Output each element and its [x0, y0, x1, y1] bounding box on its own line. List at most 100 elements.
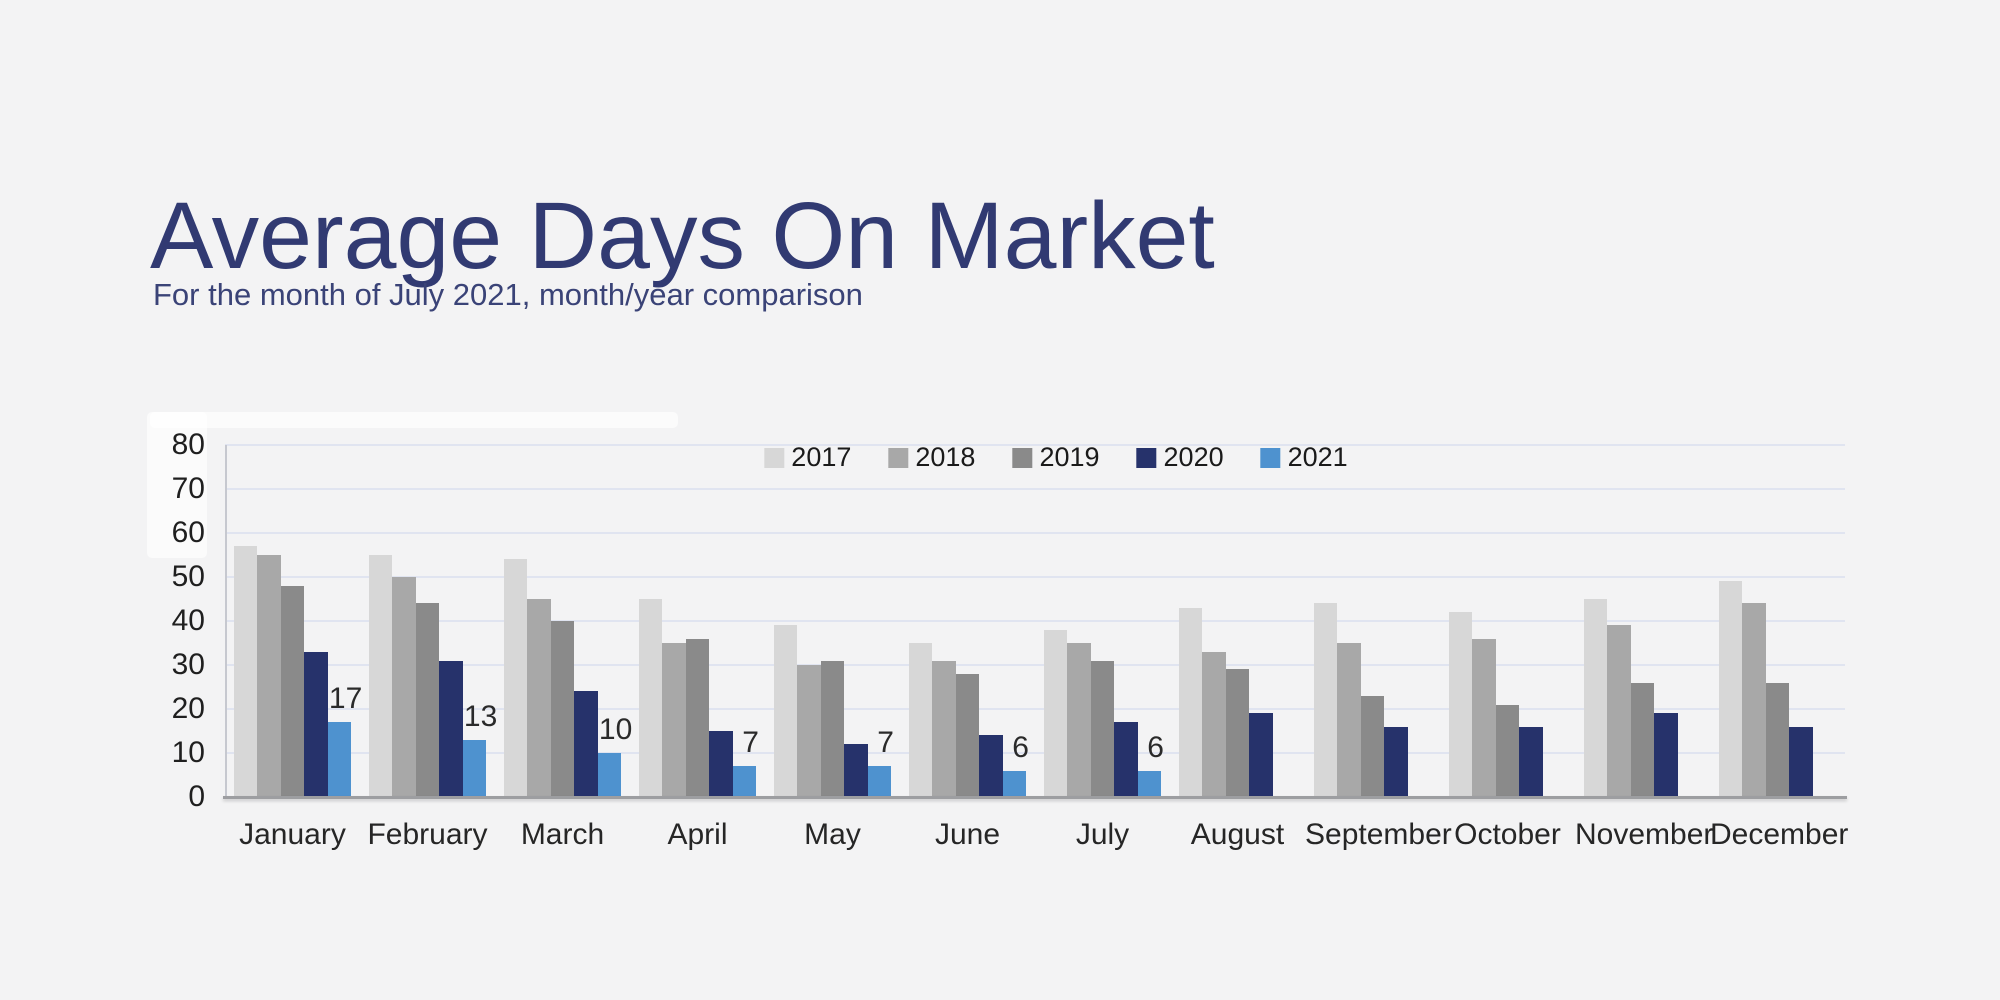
bar-june-2018 [932, 660, 956, 797]
bar-november-2017 [1584, 599, 1608, 797]
bar-february-2017 [369, 555, 393, 797]
highlight-watermark-vertical [147, 412, 207, 558]
legend-swatch-2018 [888, 447, 909, 468]
bar-september-2020 [1384, 726, 1408, 797]
page-title: Average Days On Market [150, 182, 1215, 289]
bar-november-2018 [1607, 625, 1631, 797]
bar-march-2018 [527, 599, 551, 797]
x-label-february: February [367, 818, 488, 851]
bar-july-2020 [1114, 722, 1138, 797]
legend-item-2021: 2021 [1260, 442, 1348, 473]
bar-november-2020 [1654, 713, 1678, 797]
gridline-40 [225, 620, 1845, 622]
y-tick-40: 40 [171, 604, 205, 637]
legend-swatch-2019 [1012, 447, 1033, 468]
bar-march-2020 [574, 691, 598, 797]
bar-july-2019 [1090, 660, 1115, 797]
legend-label-2018: 2018 [915, 442, 976, 472]
bar-may-2021 [867, 766, 891, 797]
gridline-60 [225, 532, 1845, 534]
bar-may-2017 [774, 625, 798, 797]
bar-march-2019 [550, 621, 575, 797]
bar-december-2019 [1765, 682, 1790, 797]
bar-october-2018 [1472, 638, 1496, 797]
bar-december-2017 [1719, 581, 1743, 797]
value-label-june-2021: 6 [1012, 730, 1029, 764]
gridline-50 [225, 576, 1845, 578]
gridline-30 [225, 664, 1845, 666]
bar-february-2019 [415, 603, 440, 797]
bar-september-2017 [1314, 603, 1338, 797]
bar-october-2020 [1519, 726, 1543, 797]
bar-february-2021 [462, 739, 486, 797]
bar-january-2017 [234, 546, 258, 797]
y-tick-70: 70 [171, 472, 205, 505]
bar-group-may: 7 [765, 445, 900, 797]
x-label-december: December [1710, 818, 1849, 851]
x-axis-line [223, 796, 1847, 799]
bar-june-2019 [955, 673, 980, 797]
bar-october-2017 [1449, 612, 1473, 797]
value-label-january-2021: 17 [328, 682, 363, 716]
bar-group-october [1440, 445, 1575, 797]
y-tick-0: 0 [188, 780, 205, 813]
legend-swatch-2020 [1136, 447, 1157, 468]
chart-legend: 2017 2018 2019 2020 2021 [764, 442, 1348, 473]
legend-item-2018: 2018 [888, 442, 975, 473]
bar-group-february: 13 [360, 445, 497, 797]
bar-january-2018 [257, 555, 281, 797]
y-tick-10: 10 [171, 736, 205, 769]
bar-march-2021 [597, 753, 621, 797]
bar-april-2019 [685, 638, 710, 797]
bar-july-2017 [1044, 629, 1068, 797]
bar-december-2018 [1742, 603, 1766, 797]
bar-march-2017 [504, 559, 528, 797]
bar-december-2020 [1789, 726, 1813, 797]
gridline-20 [225, 708, 1845, 710]
bar-group-march: 10 [495, 445, 632, 797]
x-label-june: June [934, 818, 1001, 851]
x-label-august: August [1190, 818, 1285, 851]
legend-item-2019: 2019 [1012, 442, 1100, 473]
bar-group-september [1305, 445, 1440, 797]
bar-april-2017 [639, 599, 663, 797]
highlight-watermark-horizontal [150, 412, 678, 428]
value-label-may-2021: 7 [877, 726, 894, 760]
x-label-april: April [667, 818, 728, 851]
bar-may-2020 [844, 744, 868, 797]
bar-june-2021 [1002, 770, 1026, 797]
bar-june-2020 [979, 735, 1003, 797]
legend-label-2019: 2019 [1039, 442, 1100, 472]
bar-august-2018 [1202, 651, 1226, 797]
bar-group-june: 6 [900, 445, 1035, 797]
bar-february-2020 [439, 660, 463, 797]
x-label-january: January [239, 818, 346, 851]
x-label-september: September [1305, 818, 1452, 851]
legend-item-2017: 2017 [764, 442, 851, 473]
y-tick-50: 50 [171, 560, 205, 593]
bar-group-july: 6 [1035, 445, 1170, 797]
bar-january-2021 [327, 722, 351, 797]
x-label-may: May [804, 818, 861, 851]
legend-label-2021: 2021 [1287, 442, 1348, 472]
page-subtitle: For the month of July 2021, month/year c… [153, 277, 863, 312]
value-label-april-2021: 7 [742, 726, 759, 760]
plot-area: 17 13 10 7 7 6 6 [223, 444, 1847, 799]
y-tick-60: 60 [171, 516, 205, 549]
gridline-80 [225, 444, 1845, 446]
value-label-july-2021: 6 [1147, 730, 1164, 764]
bar-june-2017 [909, 643, 933, 797]
bar-july-2018 [1067, 643, 1091, 797]
x-label-march: March [520, 818, 605, 851]
y-tick-80: 80 [171, 428, 205, 461]
gridline-70 [225, 488, 1845, 490]
legend-label-2020: 2020 [1163, 442, 1224, 472]
bar-group-april: 7 [630, 445, 765, 797]
bar-january-2020 [304, 651, 328, 797]
value-label-march-2021: 10 [598, 713, 633, 746]
y-tick-20: 20 [171, 692, 205, 725]
bar-january-2019 [280, 585, 305, 797]
bar-september-2018 [1337, 643, 1361, 797]
bar-september-2019 [1360, 695, 1385, 797]
